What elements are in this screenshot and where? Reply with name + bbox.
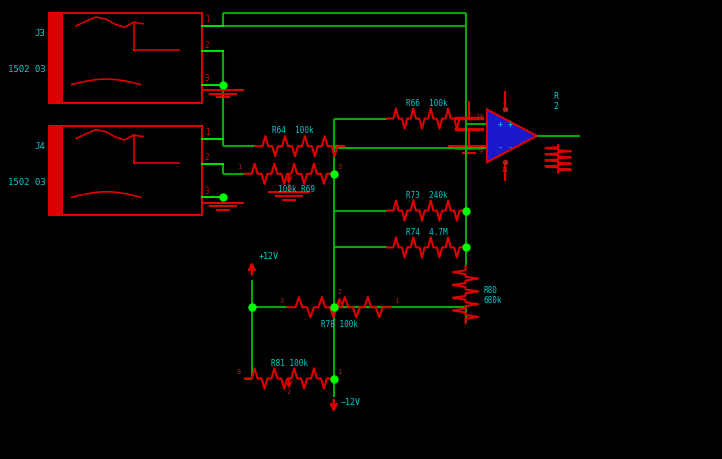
Text: 9: 9: [479, 149, 483, 155]
Text: 11: 11: [500, 167, 509, 173]
Text: R64  100k: R64 100k: [272, 126, 313, 135]
Polygon shape: [487, 110, 536, 163]
Text: −12V: −12V: [341, 397, 361, 406]
Text: 3: 3: [205, 74, 209, 83]
Text: 2: 2: [337, 289, 342, 295]
Text: 2: 2: [287, 388, 291, 394]
Text: J4: J4: [35, 141, 45, 151]
Text: +12V: +12V: [259, 251, 279, 260]
Bar: [49, 14, 63, 103]
Text: 1: 1: [394, 297, 399, 303]
Text: 10: 10: [475, 114, 483, 120]
Text: 2: 2: [205, 41, 209, 50]
Text: 3: 3: [279, 297, 284, 303]
Bar: [49, 126, 202, 216]
Text: 1: 1: [205, 15, 209, 24]
Text: 2: 2: [205, 153, 209, 162]
Text: R73  240k: R73 240k: [406, 190, 447, 199]
Text: 1: 1: [205, 128, 209, 137]
Text: R80
680k: R80 680k: [483, 285, 502, 305]
Text: 2: 2: [287, 183, 291, 189]
Text: J3: J3: [35, 29, 45, 38]
Text: 3: 3: [237, 368, 241, 374]
Bar: [49, 126, 63, 216]
Text: R74  4.7M: R74 4.7M: [406, 227, 447, 236]
Text: 1502 03: 1502 03: [8, 65, 45, 74]
Bar: [49, 14, 202, 103]
Text: 3: 3: [205, 186, 209, 195]
Text: R
2: R 2: [553, 92, 558, 111]
Text: R66  100k: R66 100k: [406, 99, 447, 107]
Text: 100k R69: 100k R69: [278, 185, 315, 194]
Text: R78 100k: R78 100k: [321, 319, 357, 328]
Text: 4: 4: [503, 100, 507, 106]
Text: 1: 1: [337, 368, 342, 374]
Text: + +: + +: [497, 119, 513, 128]
Text: 1502 03: 1502 03: [8, 177, 45, 186]
Text: - -: - -: [497, 143, 513, 152]
Text: 1: 1: [237, 164, 241, 170]
Text: R81 100k: R81 100k: [271, 358, 308, 367]
Text: 3: 3: [337, 164, 342, 170]
